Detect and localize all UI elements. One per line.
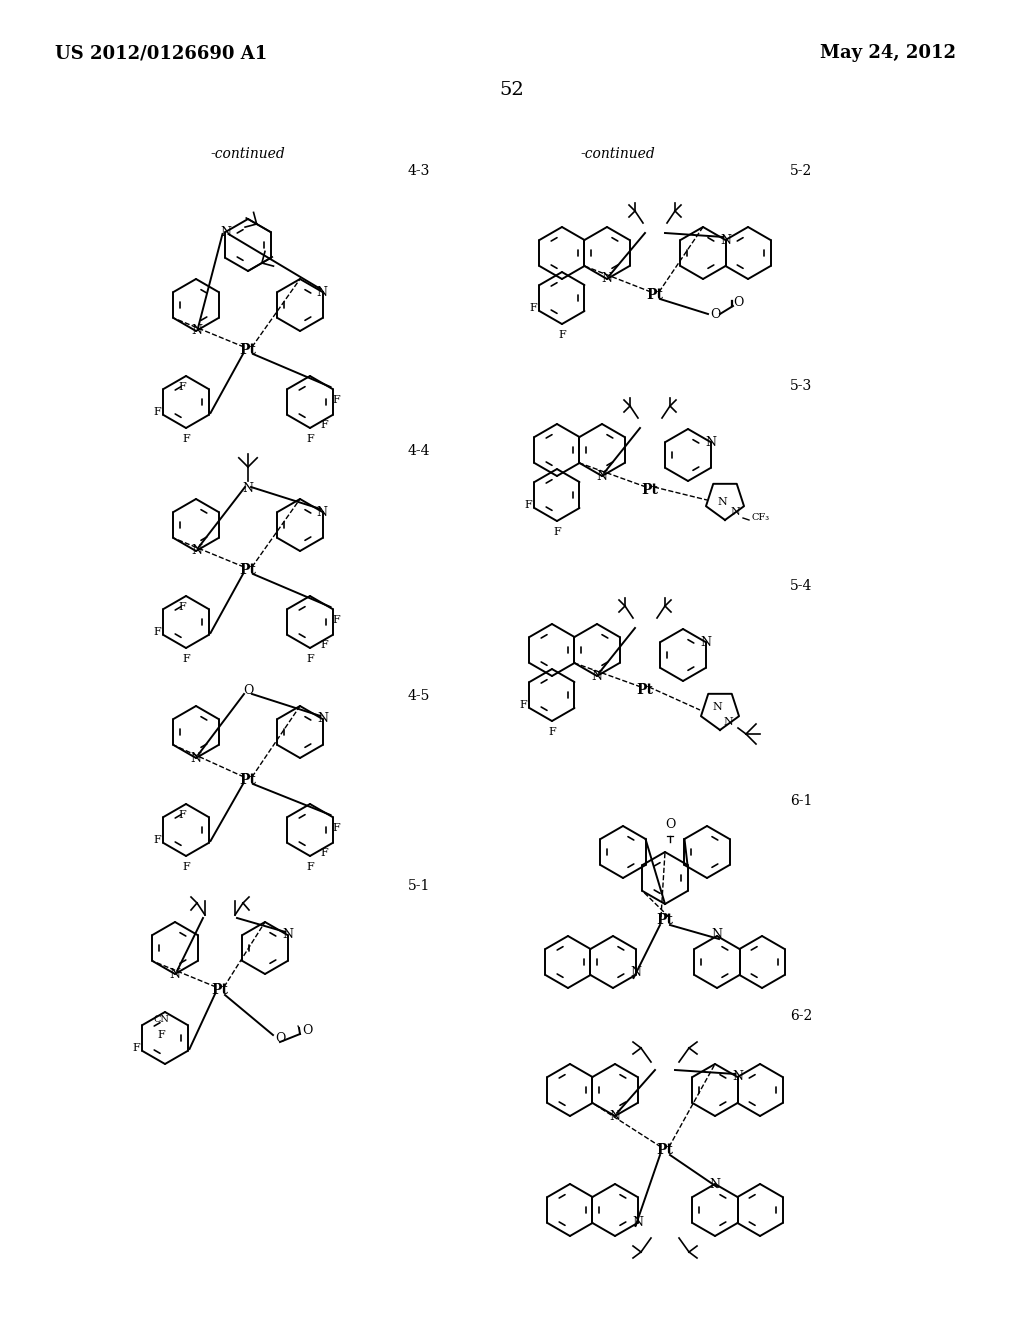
Text: F: F: [154, 627, 161, 638]
Text: N: N: [316, 506, 327, 519]
Text: O: O: [710, 309, 720, 322]
Text: O: O: [243, 684, 253, 697]
Text: N: N: [316, 285, 327, 298]
Text: 5-3: 5-3: [790, 379, 812, 393]
Text: 6-2: 6-2: [790, 1008, 812, 1023]
Text: Pt: Pt: [240, 564, 256, 577]
Text: F: F: [178, 381, 186, 392]
Text: Pt: Pt: [656, 1143, 674, 1158]
Text: F: F: [154, 836, 161, 845]
Text: Pt: Pt: [637, 682, 653, 697]
Text: N: N: [170, 968, 180, 981]
Text: N: N: [712, 702, 722, 711]
Text: N: N: [317, 713, 328, 726]
Text: F: F: [178, 810, 186, 820]
Text: F: F: [306, 434, 314, 444]
Text: -continued: -continued: [581, 147, 655, 161]
Text: US 2012/0126690 A1: US 2012/0126690 A1: [55, 44, 267, 62]
Text: F: F: [519, 700, 527, 710]
Text: N: N: [632, 1217, 643, 1229]
Text: N: N: [710, 1177, 721, 1191]
Text: CN: CN: [153, 1015, 169, 1024]
Text: Pt: Pt: [642, 483, 658, 498]
Text: N: N: [220, 226, 231, 239]
Text: F: F: [333, 822, 340, 833]
Text: May 24, 2012: May 24, 2012: [820, 44, 956, 62]
Text: F: F: [182, 653, 189, 664]
Text: N: N: [732, 1071, 743, 1084]
Text: Pt: Pt: [656, 913, 674, 927]
Text: N: N: [282, 928, 293, 941]
Text: N: N: [717, 498, 727, 507]
Text: F: F: [178, 602, 186, 612]
Text: Pt: Pt: [646, 288, 664, 302]
Text: 52: 52: [500, 81, 524, 99]
Text: N: N: [730, 507, 739, 517]
Text: F: F: [319, 847, 328, 858]
Text: F: F: [548, 727, 556, 737]
Text: 4-3: 4-3: [408, 164, 430, 178]
Text: N: N: [243, 482, 254, 495]
Text: F: F: [319, 640, 328, 649]
Text: F: F: [553, 527, 561, 537]
Text: F: F: [132, 1043, 140, 1053]
Text: N: N: [191, 325, 203, 338]
Text: N: N: [597, 470, 607, 483]
Text: F: F: [319, 420, 328, 430]
Text: O: O: [733, 296, 743, 309]
Text: Pt: Pt: [212, 983, 228, 997]
Text: N: N: [592, 669, 602, 682]
Text: F: F: [558, 330, 566, 341]
Text: 5-2: 5-2: [790, 164, 812, 178]
Text: F: F: [182, 434, 189, 444]
Text: Pt: Pt: [240, 774, 256, 787]
Text: F: F: [157, 1030, 165, 1040]
Text: F: F: [333, 395, 340, 405]
Text: F: F: [154, 407, 161, 417]
Text: O: O: [302, 1023, 312, 1036]
Text: F: F: [333, 615, 340, 624]
Text: 4-4: 4-4: [408, 444, 430, 458]
Text: N: N: [712, 928, 723, 940]
Text: F: F: [306, 653, 314, 664]
Text: N: N: [630, 966, 641, 979]
Text: 4-5: 4-5: [408, 689, 430, 704]
Text: N: N: [609, 1110, 621, 1122]
Text: F: F: [182, 862, 189, 873]
Text: F: F: [524, 500, 532, 510]
Text: 5-4: 5-4: [790, 579, 812, 593]
Text: N: N: [705, 436, 716, 449]
Text: Pt: Pt: [240, 343, 256, 356]
Text: N: N: [601, 272, 612, 285]
Text: CF₃: CF₃: [751, 513, 769, 521]
Text: N: N: [723, 717, 733, 727]
Text: F: F: [306, 862, 314, 873]
Text: N: N: [720, 234, 731, 247]
Text: N: N: [191, 544, 203, 557]
Text: O: O: [274, 1031, 286, 1044]
Text: 6-1: 6-1: [790, 795, 812, 808]
Text: O: O: [665, 818, 675, 832]
Text: N: N: [190, 751, 202, 764]
Text: -continued: -continued: [211, 147, 286, 161]
Text: F: F: [529, 304, 538, 313]
Text: 5-1: 5-1: [408, 879, 430, 894]
Text: N: N: [700, 635, 711, 648]
